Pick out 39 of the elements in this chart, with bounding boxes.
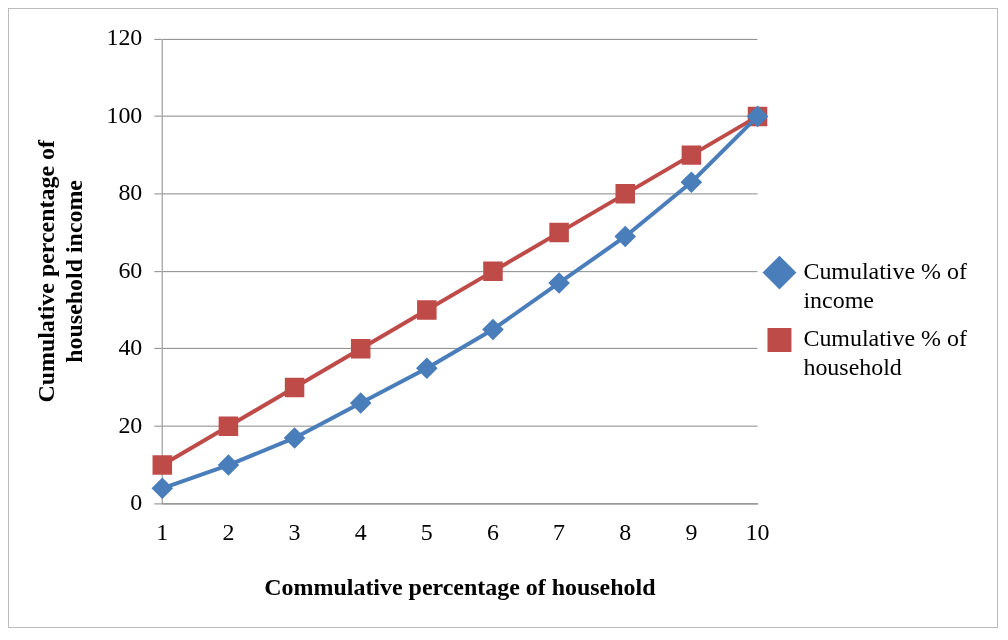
x-tick-label: 10 <box>745 519 770 546</box>
point <box>615 226 636 247</box>
point <box>681 145 702 165</box>
point <box>350 339 371 359</box>
point <box>483 261 503 282</box>
point <box>218 455 239 476</box>
x-tick-label: 8 <box>619 519 632 546</box>
x-tick-label: 2 <box>222 519 235 546</box>
y-tick-label: 0 <box>130 489 143 516</box>
point <box>152 478 173 499</box>
x-tick-label: 1 <box>156 519 169 546</box>
point <box>549 273 570 293</box>
y-tick-label: 100 <box>106 101 143 128</box>
x-tick-label: 3 <box>288 519 301 546</box>
point <box>417 300 437 320</box>
y-axis-title: Cumulative percentage of household income <box>32 139 88 403</box>
point <box>615 184 636 204</box>
point <box>681 172 702 193</box>
y-tick-label: 60 <box>118 256 143 283</box>
point <box>416 358 437 379</box>
point <box>350 393 371 414</box>
x-tick-label: 4 <box>354 519 367 546</box>
point <box>152 455 173 475</box>
legend-label: Cumulative % of household <box>803 325 967 380</box>
x-axis-title: Commulative percentage of household <box>264 573 657 600</box>
point <box>482 319 503 340</box>
x-tick-label: 6 <box>486 519 499 546</box>
y-tick-label: 120 <box>106 24 143 51</box>
legend-label: Cumulative % of income <box>803 257 967 313</box>
x-tick-label: 7 <box>553 519 566 546</box>
x-tick-label: 9 <box>685 519 698 546</box>
point <box>284 427 305 448</box>
point <box>549 222 569 243</box>
x-tick-label: 5 <box>420 519 433 546</box>
point <box>218 416 239 437</box>
y-tick-label: 40 <box>118 334 143 361</box>
y-tick-label: 80 <box>118 179 143 206</box>
y-tick-label: 20 <box>118 411 143 438</box>
point <box>284 377 305 398</box>
